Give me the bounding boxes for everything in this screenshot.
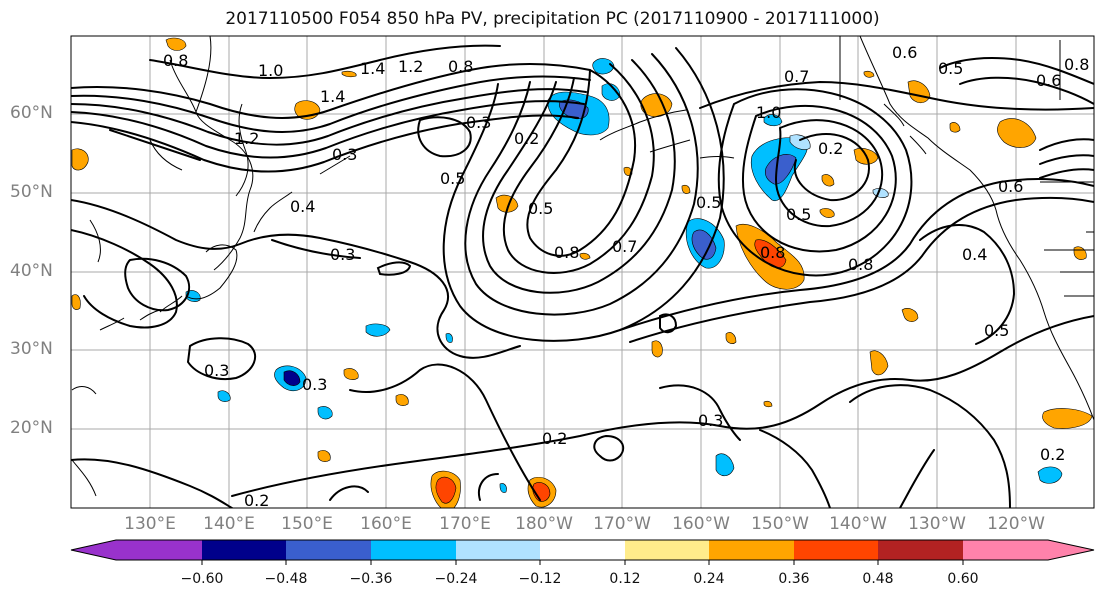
contour-label: 0.8: [1064, 55, 1089, 74]
colorbar-tick-label: −0.60: [180, 571, 224, 587]
colorbar-segment: [878, 540, 963, 560]
lon-label: 150°E: [281, 514, 333, 534]
contour-label: 0.8: [760, 243, 785, 262]
contour-label: 0.5: [984, 321, 1009, 340]
contour-label: 0.5: [440, 169, 465, 188]
contour-label: 0.5: [528, 199, 553, 218]
contour-label: 0.8: [554, 243, 579, 262]
contour-label: 1.2: [234, 129, 259, 148]
lat-label: 60°N: [10, 103, 53, 123]
contour-label: 0.8: [448, 57, 473, 76]
contour-label: 0.5: [786, 205, 811, 224]
colorbar-segment: [709, 540, 794, 560]
contour-label: 0.5: [938, 59, 963, 78]
lon-label: 130°E: [124, 514, 176, 534]
contour-label: 0.2: [514, 129, 539, 148]
lon-label: 150°W: [751, 514, 809, 534]
contour-label: 0.6: [892, 43, 917, 62]
contour-label: 0.8: [848, 255, 873, 274]
colorbar-segment: [116, 540, 202, 560]
lon-label: 170°W: [593, 514, 651, 534]
colorbar-tick-label: 0.36: [778, 571, 810, 587]
contour-label: 0.8: [163, 51, 188, 70]
contour-label: 1.0: [258, 61, 283, 80]
lat-label: 20°N: [10, 418, 53, 438]
map-frame: [70, 35, 1095, 509]
contour-label: 0.7: [612, 237, 637, 256]
colorbar-segment: [286, 540, 371, 560]
contour-label: 0.4: [290, 197, 315, 216]
colorbar-extend-max: [1048, 540, 1094, 560]
lon-label: 130°W: [908, 514, 966, 534]
colorbar-segment: [540, 540, 625, 560]
lon-label: 120°W: [987, 514, 1045, 534]
colorbar-tick-label: −0.12: [518, 571, 562, 587]
lon-label: 160°W: [672, 514, 730, 534]
map-title: 2017110500 F054 850 hPa PV, precipitatio…: [225, 9, 880, 29]
colorbar: [70, 539, 1095, 565]
contour-label: 0.3: [466, 113, 491, 132]
contour-label: 0.3: [332, 145, 357, 164]
lat-label: 50°N: [10, 182, 53, 202]
lon-label: 140°E: [203, 514, 255, 534]
contour-label: 0.2: [244, 491, 269, 510]
contour-label: 0.3: [204, 361, 229, 380]
contour-label: 1.2: [398, 57, 423, 76]
lon-label: 160°E: [360, 514, 412, 534]
contour-label: 0.2: [1040, 445, 1065, 464]
lon-label: 140°W: [829, 514, 887, 534]
contour-label: 0.5: [696, 193, 721, 212]
contour-label: 0.2: [818, 139, 843, 158]
colorbar-tick-label: −0.24: [434, 571, 478, 587]
contour-label: 1.4: [320, 87, 345, 106]
contour-label: 0.6: [998, 177, 1023, 196]
contour-label: 1.4: [360, 59, 385, 78]
colorbar-segment: [963, 540, 1048, 560]
colorbar-segment: [625, 540, 709, 560]
lat-label: 30°N: [10, 339, 53, 359]
colorbar-tick-label: 0.12: [609, 571, 641, 587]
contour-label: 0.3: [302, 375, 327, 394]
colorbar-extend-min: [71, 540, 116, 560]
colorbar-outline: [70, 539, 1095, 561]
contour-label: 1.0: [756, 103, 781, 122]
pv-contours: [71, 44, 1094, 508]
contour-label: 0.3: [698, 411, 723, 430]
contour-label: 0.3: [330, 245, 355, 264]
contour-label: 0.6: [1036, 71, 1061, 90]
contour-labels: 0.8 1.0 1.4 1.2 0.8 0.6 0.5 0.6 0.8 1.4 …: [163, 43, 1089, 510]
colorbar-tick-label: 0.48: [862, 571, 894, 587]
colorbar-segment: [794, 540, 878, 560]
colorbar-tick-label: 0.60: [947, 571, 979, 587]
contour-label: 0.4: [962, 245, 987, 264]
colorbar-segment: [456, 540, 540, 560]
lon-label: 170°E: [439, 514, 491, 534]
contour-label: 0.2: [542, 429, 567, 448]
lat-label: 40°N: [10, 261, 53, 281]
colorbar-segment: [371, 540, 456, 560]
colorbar-tick-label: −0.48: [264, 571, 308, 587]
colorbar-segment: [202, 540, 286, 560]
lon-label: 180°W: [515, 514, 573, 534]
contour-label: 0.7: [784, 67, 809, 86]
colorbar-tick-label: −0.36: [349, 571, 393, 587]
colorbar-tick-label: 0.24: [693, 571, 725, 587]
